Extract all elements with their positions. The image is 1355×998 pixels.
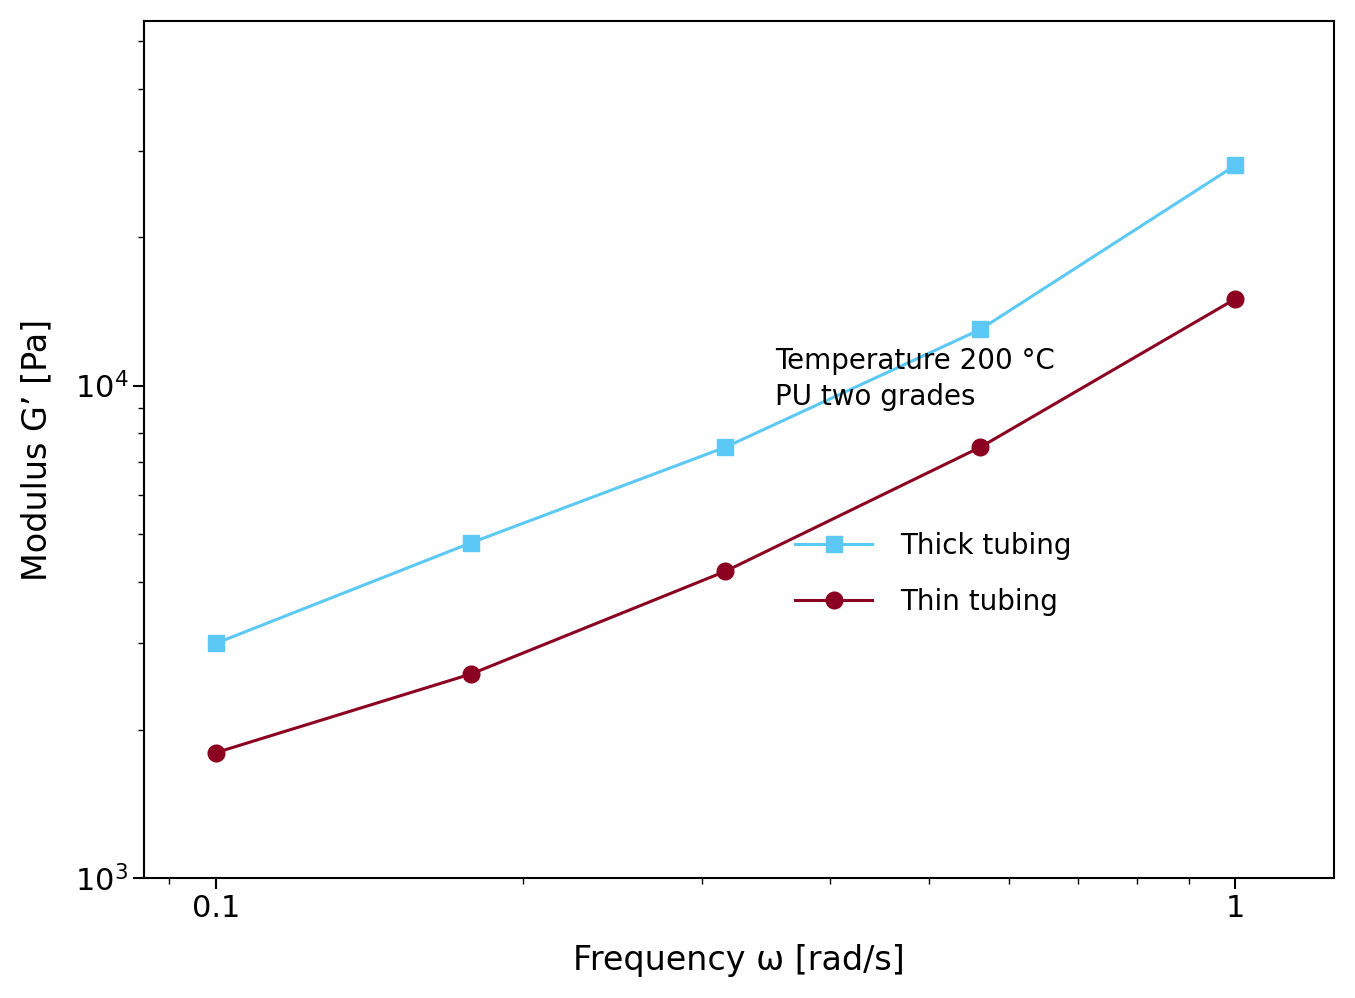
Thin tubing [209, 747, 225, 758]
Thick tubing [463, 537, 480, 549]
Legend: Thick tubing, Thin tubing: Thick tubing, Thin tubing [795, 532, 1072, 616]
Text: Temperature 200 °C
PU two grades: Temperature 200 °C PU two grades [775, 346, 1054, 411]
Line: Thick tubing: Thick tubing [209, 158, 1243, 651]
Thick tubing [717, 441, 733, 453]
Y-axis label: Modulus G’ [Pa]: Modulus G’ [Pa] [20, 318, 54, 581]
Thin tubing [972, 441, 988, 453]
X-axis label: Frequency ω [rad/s]: Frequency ω [rad/s] [573, 944, 905, 977]
Thick tubing [209, 638, 225, 650]
Line: Thin tubing: Thin tubing [207, 290, 1244, 760]
Thin tubing [717, 565, 733, 577]
Thin tubing [1228, 292, 1244, 304]
Thick tubing [972, 323, 988, 335]
Thick tubing [1228, 160, 1244, 172]
Thin tubing [463, 668, 480, 680]
